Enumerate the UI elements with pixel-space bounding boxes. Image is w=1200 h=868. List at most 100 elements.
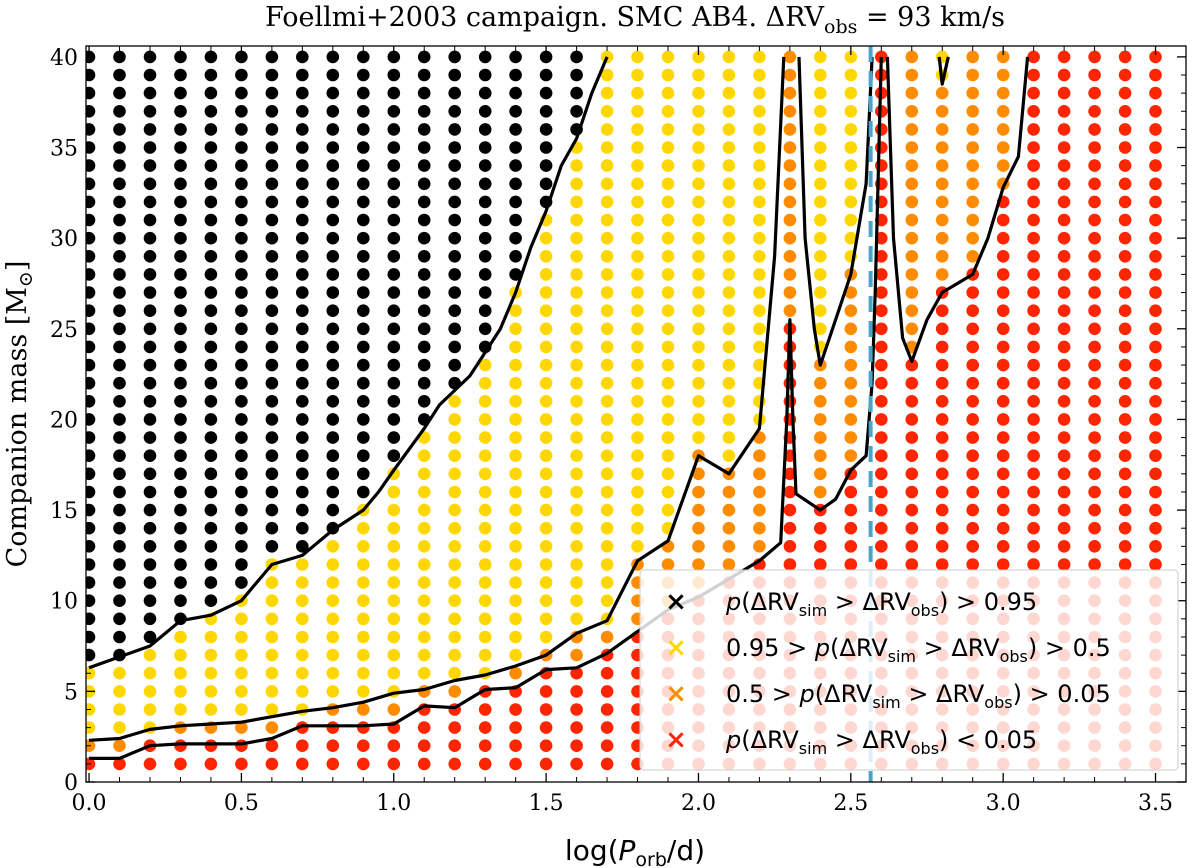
data-point — [539, 231, 553, 245]
data-point — [113, 558, 126, 571]
data-point — [143, 177, 157, 191]
data-point — [905, 431, 919, 444]
data-point — [1057, 503, 1071, 517]
data-point — [326, 177, 340, 191]
data-point — [631, 177, 644, 191]
data-point — [844, 86, 858, 100]
data-point — [265, 50, 279, 64]
data-point — [935, 376, 949, 390]
contour-line — [937, 56, 950, 86]
data-point — [600, 68, 614, 82]
data-point — [174, 50, 187, 64]
data-point — [753, 322, 766, 336]
data-point — [570, 540, 583, 553]
data-point — [844, 105, 858, 118]
data-point — [875, 449, 888, 463]
data-point — [570, 249, 583, 263]
data-point — [1088, 268, 1101, 281]
data-point — [174, 213, 187, 227]
data-point — [478, 648, 492, 662]
data-point — [113, 141, 126, 154]
data-point — [539, 268, 553, 281]
data-point — [387, 757, 401, 771]
data-point — [1149, 467, 1162, 481]
data-point — [661, 558, 675, 571]
data-point — [539, 449, 553, 463]
data-point — [753, 449, 766, 463]
data-point — [996, 449, 1010, 463]
data-point — [357, 648, 370, 662]
data-point — [326, 322, 340, 336]
data-point — [296, 68, 309, 82]
data-point — [692, 86, 705, 100]
data-point — [296, 195, 309, 209]
data-point — [143, 159, 157, 172]
data-point — [631, 431, 644, 444]
data-point — [1088, 249, 1101, 263]
chart-title: Foellmi+2003 campaign. SMC AB4. ΔRVobs =… — [265, 2, 1005, 38]
data-point — [661, 358, 675, 372]
axis-ticks: 0.0 0.5 1.0 1.5 2.0 2.5 3.0 3.5 0 5 10 15 20 25 30 35 40 — [50, 46, 1186, 816]
data-point — [143, 630, 157, 644]
data-point — [296, 558, 309, 571]
y-tick-label: 15 — [50, 499, 78, 524]
data-point — [1027, 558, 1040, 571]
data-point — [661, 467, 675, 481]
data-point — [357, 322, 370, 336]
data-point — [844, 449, 858, 463]
data-point — [387, 612, 401, 626]
data-point — [509, 666, 522, 680]
data-point — [1027, 449, 1040, 463]
data-point — [326, 159, 340, 172]
data-point — [722, 50, 736, 64]
data-point — [966, 558, 979, 571]
data-point — [326, 304, 340, 318]
data-point — [875, 503, 888, 517]
data-point — [539, 612, 553, 626]
data-point — [204, 268, 218, 281]
data-point — [417, 213, 431, 227]
data-point — [600, 540, 614, 553]
data-point — [204, 286, 218, 299]
data-point — [905, 485, 919, 499]
data-point — [753, 540, 766, 553]
data-point — [1118, 123, 1132, 136]
data-point — [357, 340, 370, 354]
data-point — [326, 576, 340, 589]
data-point — [357, 576, 370, 589]
data-point — [357, 358, 370, 372]
data-point — [966, 304, 979, 318]
data-point — [631, 213, 644, 227]
data-point — [113, 286, 126, 299]
data-point — [905, 141, 919, 154]
data-point — [1027, 467, 1040, 481]
data-point — [844, 177, 858, 191]
data-point — [417, 286, 431, 299]
data-point — [935, 503, 949, 517]
data-point — [509, 123, 522, 136]
data-point — [539, 739, 553, 752]
data-point — [448, 195, 462, 209]
data-point — [631, 50, 644, 64]
data-point — [387, 558, 401, 571]
data-point — [326, 685, 340, 698]
data-point — [1088, 431, 1101, 444]
data-point — [235, 358, 248, 372]
data-point — [509, 50, 522, 64]
data-point — [235, 213, 248, 227]
data-point — [143, 105, 157, 118]
data-point — [875, 123, 888, 136]
data-point — [844, 231, 858, 245]
data-point — [661, 86, 675, 100]
data-point — [296, 431, 309, 444]
data-point — [326, 757, 340, 771]
data-point — [357, 68, 370, 82]
data-point — [722, 449, 736, 463]
data-point — [509, 195, 522, 209]
data-point — [204, 467, 218, 481]
data-point — [417, 540, 431, 553]
data-point — [996, 376, 1010, 390]
data-point — [448, 721, 462, 734]
data-point — [631, 340, 644, 354]
data-point — [509, 467, 522, 481]
